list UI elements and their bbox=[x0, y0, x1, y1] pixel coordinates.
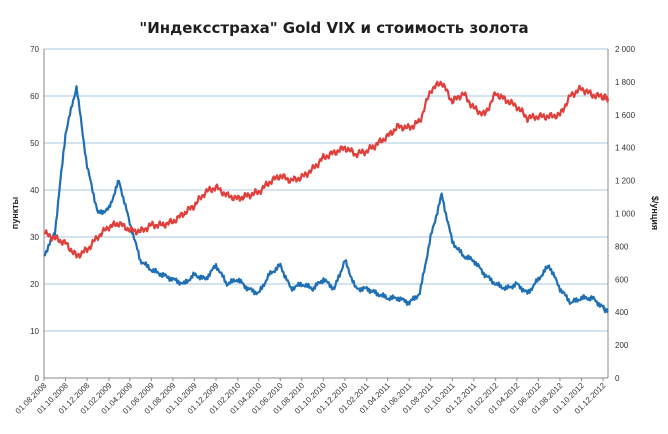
y-left-tick-label: 10 bbox=[30, 327, 39, 336]
y-left-tick-label: 70 bbox=[30, 45, 39, 54]
y-right-tick-label: 1 000 bbox=[615, 210, 636, 219]
y-right-tick-label: 200 bbox=[615, 341, 629, 350]
y-right-tick-label: 1 800 bbox=[615, 78, 636, 87]
axes bbox=[43, 49, 609, 379]
y-axis-left-ticks: 0 10 20 30 40 50 60 70 bbox=[30, 45, 39, 383]
y-right-tick-label: 1 200 bbox=[615, 177, 636, 186]
y-axis-left-label: пункты bbox=[10, 196, 20, 229]
y-right-tick-label: 2 000 bbox=[615, 45, 636, 54]
y-right-tick-label: 1 400 bbox=[615, 144, 636, 153]
y-right-tick-label: 0 bbox=[615, 374, 620, 383]
series-group bbox=[43, 80, 610, 314]
gold-vix-series-line bbox=[43, 85, 609, 314]
y-left-tick-label: 30 bbox=[30, 233, 39, 242]
y-left-tick-label: 0 bbox=[35, 374, 40, 383]
x-axis-ticks: 01.08.200801.10.200801.12.200801.02.2009… bbox=[14, 378, 608, 416]
y-right-tick-label: 600 bbox=[615, 275, 629, 284]
gold-price-series-line bbox=[43, 80, 610, 259]
y-right-tick-label: 800 bbox=[615, 242, 629, 251]
y-left-tick-label: 20 bbox=[30, 280, 39, 289]
y-left-tick-label: 60 bbox=[30, 92, 39, 101]
y-left-tick-label: 40 bbox=[30, 186, 39, 195]
y-left-tick-label: 50 bbox=[30, 139, 39, 148]
chart-title: "Индексстраха" Gold VIX и стоимость золо… bbox=[139, 19, 528, 37]
y-axis-right-ticks: 0 200 400 600 800 1 000 1 200 1 400 1 600 1 800 2 … bbox=[615, 45, 636, 383]
y-right-tick-label: 1 600 bbox=[615, 111, 636, 120]
grid bbox=[44, 48, 608, 332]
y-right-tick-label: 400 bbox=[615, 308, 629, 317]
y-axis-right-label: $/унция bbox=[650, 196, 660, 230]
